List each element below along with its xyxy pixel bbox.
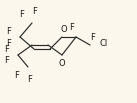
Text: F: F <box>5 44 9 53</box>
Text: F: F <box>91 33 95 42</box>
Text: F: F <box>69 22 74 32</box>
Text: O: O <box>61 25 67 33</box>
Text: F: F <box>28 74 32 84</box>
Text: Cl: Cl <box>100 39 108 47</box>
Text: F: F <box>7 39 11 47</box>
Text: F: F <box>7 26 11 36</box>
Text: F: F <box>33 6 37 15</box>
Text: F: F <box>20 9 24 19</box>
Text: F: F <box>5 56 9 64</box>
Text: O: O <box>59 59 65 67</box>
Text: F: F <box>15 70 19 80</box>
